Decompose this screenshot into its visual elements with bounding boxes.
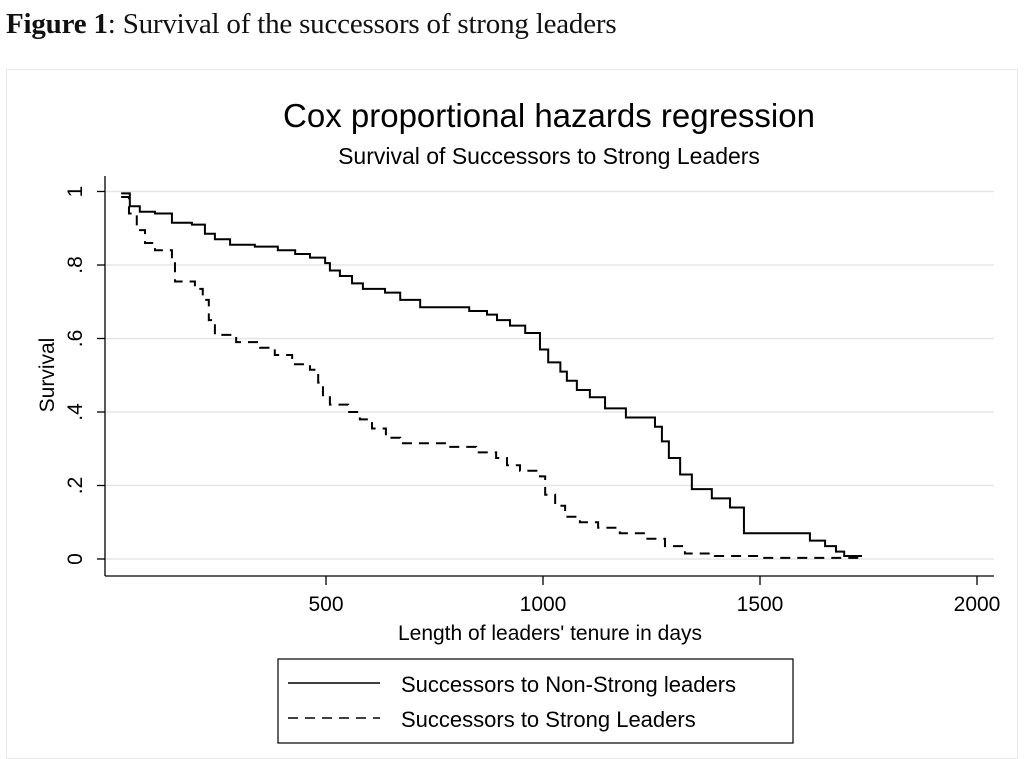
legend-box bbox=[277, 658, 794, 744]
legend-label-non-strong: Successors to Non-Strong leaders bbox=[401, 672, 736, 697]
figure-caption-label: Figure 1 bbox=[6, 8, 108, 40]
y-tick-label: .4 bbox=[64, 403, 87, 421]
y-tick-label: 1 bbox=[64, 186, 87, 198]
y-tick-label: .6 bbox=[64, 330, 87, 348]
chart-subtitle: Survival of Successors to Strong Leaders bbox=[338, 143, 760, 169]
y-tick-label: 0 bbox=[64, 553, 87, 565]
figure-caption: Figure 1: Survival of the successors of … bbox=[6, 8, 617, 41]
axes bbox=[104, 176, 994, 577]
x-axis-label: Length of leaders' tenure in days bbox=[398, 622, 702, 645]
x-ticks: 500 1000 1500 2000 bbox=[308, 576, 1000, 616]
y-tick-label: .8 bbox=[64, 256, 87, 274]
chart-title: Cox proportional hazards regression bbox=[283, 97, 815, 134]
x-tick-label: 1500 bbox=[737, 593, 784, 616]
series bbox=[121, 192, 863, 559]
series-line-non-strong-leaders bbox=[121, 192, 862, 558]
figure-caption-text: : Survival of the successors of strong l… bbox=[107, 8, 617, 40]
graph-frame bbox=[6, 69, 1018, 759]
x-tick-label: 2000 bbox=[954, 593, 1001, 616]
x-tick-label: 1000 bbox=[520, 593, 567, 616]
gridlines bbox=[106, 190, 994, 560]
y-tick-label: .2 bbox=[64, 477, 87, 495]
y-ticks: 0 .2 .4 .6 .8 1 bbox=[64, 186, 105, 565]
series-line-strong-leaders bbox=[121, 196, 863, 559]
legend: Successors to Non-Strong leaders Success… bbox=[277, 658, 794, 744]
legend-label-strong: Successors to Strong Leaders bbox=[401, 707, 696, 732]
x-tick-label: 500 bbox=[308, 593, 343, 616]
y-axis-label: Survival bbox=[36, 338, 59, 413]
